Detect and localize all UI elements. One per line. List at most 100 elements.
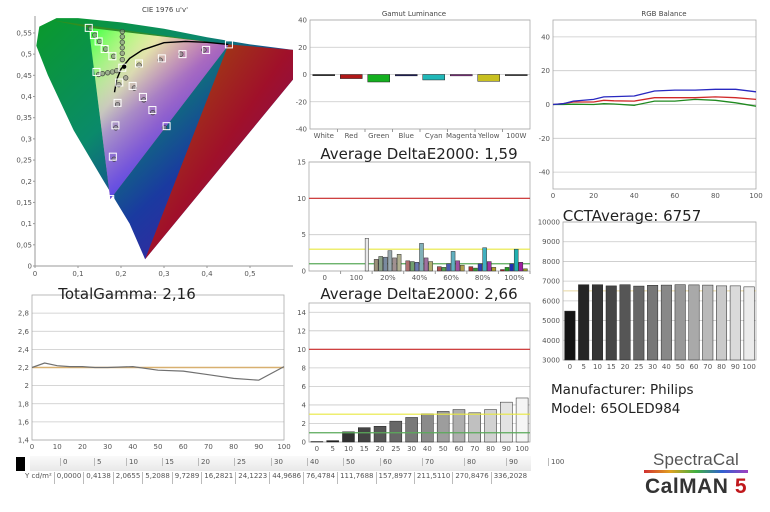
deltae-bar [414,262,420,272]
x-tick-label: 60 [690,363,699,370]
y-tick-label: 40 [541,33,550,41]
x-tick-label: 40% [412,274,428,282]
y-tick-label: 0,15 [16,199,32,207]
target-square [106,195,115,204]
deltae-bar [518,262,524,272]
target-square [202,45,211,54]
y-tick-label: 0,4 [21,93,33,101]
luminance-cell: 5,2088 [142,472,172,484]
x-tick-label: 20 [589,192,598,200]
deltae-bar [392,257,397,272]
level-cell: 40 [307,458,321,466]
deltae-bar [477,263,483,272]
model-label: Model: 65OLED984 [551,401,681,417]
level-cell: 10 [126,458,140,466]
bar-100w [505,74,528,76]
y-tick-label: 0 [546,101,550,109]
deltae-bar [383,256,388,272]
y-tick-label: 0,45 [16,72,32,80]
measured-point [178,51,184,57]
level-cell: 0 [60,458,69,466]
deltae-bar [473,267,478,272]
deltae-bar [373,259,379,272]
series-line-red [552,96,757,106]
x-tick-label: 70 [703,363,712,370]
level-cell: 25 [234,458,248,466]
measured-point [109,69,115,75]
target-square [113,98,122,107]
y-tick-label: 0,55 [16,29,32,37]
y-tick-label: 0,35 [16,114,32,122]
x-tick-label: 100 [350,274,363,282]
x-tick-label: 100% [504,274,524,282]
chart-title: CCTAverage: 6757 [563,207,702,225]
target-square [135,59,144,68]
deltae-bar [504,267,510,272]
x-tick-label: 60% [443,274,459,282]
x-tick-label: 90 [731,363,740,370]
y-tick-label: 1,4 [18,437,30,445]
target-square [138,92,147,101]
x-tick-label: 80 [717,363,726,370]
y-tick-label: 0 [303,71,307,79]
x-tick-label: Red [345,132,358,140]
level-cell: 80 [464,458,478,466]
cct-bar [619,284,631,361]
luminance-cell: 111,7688 [337,472,375,484]
cie-1976-chart: CIE 1976 u'v' 0 0,05 0,1 0,15 0,2 0,25 0,3 0,35… [16,6,294,278]
y-tick-label: 6000 [542,297,560,305]
measured-point [111,53,117,59]
deltae-bar [419,243,424,272]
deltae-bar [460,264,465,272]
x-tick-label: 0 [30,443,34,450]
deltae-bar [486,261,492,272]
y-tick-label: 2 [25,382,29,390]
cct-bar [564,310,576,361]
y-tick-label: 4 [302,401,307,409]
y-tick-label: 20 [298,44,307,52]
bar-red [340,74,363,79]
deltae-bar [509,263,514,272]
yellow-region [52,20,229,45]
chart-title: Average DeltaE2000: 2,66 [320,285,517,303]
measured-point [119,45,125,51]
x-tick-label: 80 [486,445,495,452]
measured-point [92,32,98,38]
deltae-bar [450,251,456,272]
level-cell: 100 [548,458,566,466]
cct-chart: 3000 4000 5000 6000 7000 8000 9000 10000 0 5 10 15 2… [538,207,757,370]
target-square [162,122,171,131]
deltae-bar [358,427,371,443]
deltae-bar [491,267,497,272]
white-point-marker [121,64,127,69]
target-square [224,40,233,49]
deltae-bar [436,411,450,443]
level-cell: 70 [422,458,436,466]
deltae-bar [389,420,403,443]
luminance-cell: 24,1223 [235,472,269,484]
measured-point [119,50,125,56]
deltae-bar [500,401,513,443]
rainbow-bar [644,470,748,473]
x-tick-label: 30 [103,443,112,450]
deltae-bar [373,425,387,443]
x-tick-label: 100 [515,445,528,452]
bar-yellow [477,74,500,82]
deltae-bar [423,257,429,272]
target-square [108,152,117,161]
measured-point [113,125,119,131]
x-tick-label: 20 [376,445,385,452]
x-tick-label: 20 [78,443,87,450]
y-tick-label: 0,25 [16,157,32,165]
cct-bar [688,284,700,361]
measured-point [96,38,103,45]
measured-point [119,39,125,45]
series-line-green [553,98,757,107]
calman-wordmark: CalMAN 5 [640,475,752,499]
target-square [100,45,109,54]
target-square [128,81,137,90]
x-tick-label: 25 [634,363,643,370]
cct-bar [660,284,672,361]
deltae-bar [396,254,402,272]
y-tick-label: 2,6 [18,328,30,336]
